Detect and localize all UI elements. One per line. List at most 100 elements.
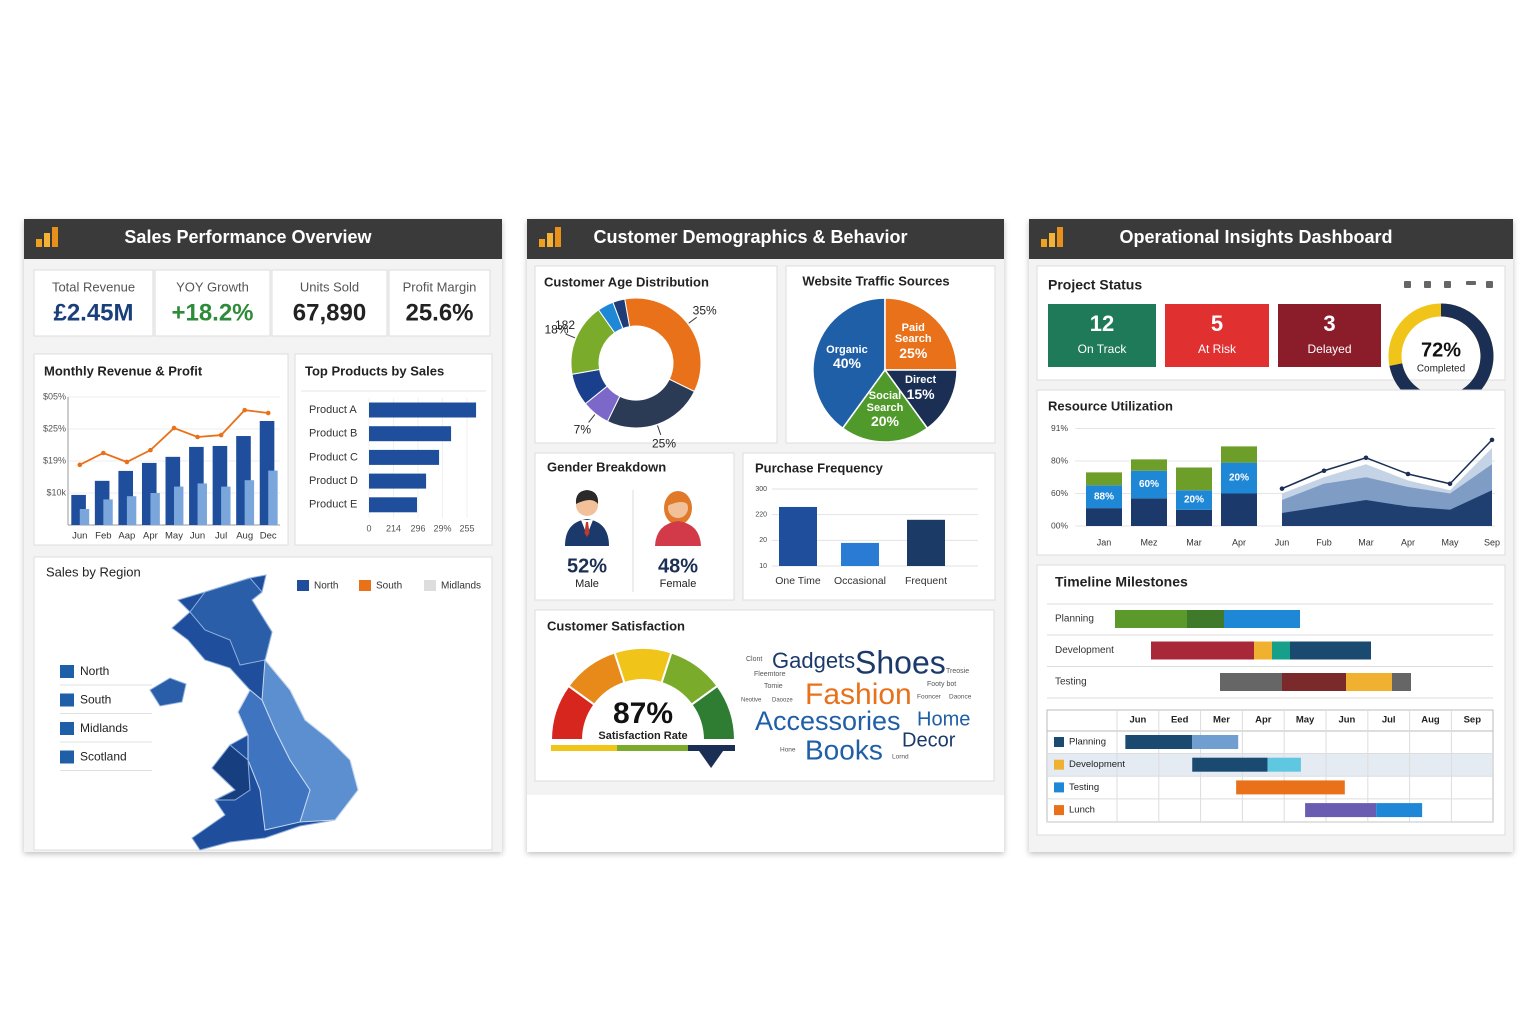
legend-swatch [359, 580, 371, 591]
toolbar-icon [1424, 281, 1431, 288]
gender-value: 52% [567, 555, 607, 577]
card [534, 452, 735, 601]
month-label: Eed [1171, 715, 1189, 726]
y-tick-label: 00% [1051, 520, 1068, 530]
leader-line [588, 414, 596, 423]
x-tick-label: Apr [1401, 537, 1415, 547]
region-label: Scotland [80, 750, 127, 764]
status-label: At Risk [1198, 342, 1237, 356]
month-label: Aug [1421, 715, 1440, 726]
area [1282, 490, 1492, 526]
bar-segment [1221, 462, 1257, 494]
gauge-band [690, 684, 737, 741]
male-tie [584, 522, 590, 537]
word-cloud-word: Clont [746, 656, 762, 663]
x-tick-label: May [165, 531, 183, 542]
word-cloud-word: Fleemtore [754, 671, 786, 678]
line-point [1279, 486, 1285, 491]
bar-segment [1086, 485, 1122, 509]
chart-title: Project Status [1048, 277, 1142, 293]
card [388, 269, 491, 337]
timeline-segment [1187, 610, 1224, 628]
y-tick-label: $05% [43, 391, 66, 401]
donut-segment [624, 297, 702, 393]
line-point [195, 434, 200, 440]
female-fringe [667, 493, 690, 506]
row-swatch [1054, 737, 1064, 747]
card [154, 269, 271, 337]
data-label: 7% [574, 422, 592, 436]
toolbar-icon [1466, 281, 1476, 285]
word-cloud-word: Home [917, 708, 970, 730]
kpi-value: +18.2% [171, 299, 253, 326]
header-icon-bar [52, 227, 58, 247]
month-label: Mer [1213, 715, 1230, 726]
x-tick-label: Jun [190, 531, 205, 542]
panel-title: Operational Insights Dashboard [1119, 227, 1392, 247]
gender-value: 48% [658, 555, 698, 577]
bar [369, 497, 418, 513]
x-tick-label: 0 [366, 523, 371, 533]
y-tick-label: 10 [759, 563, 767, 570]
gauge-value: 87% [613, 697, 673, 730]
pie-slice [841, 368, 929, 443]
bar-annotation: 88% [1094, 491, 1114, 502]
word-cloud-word: Accessories [755, 706, 901, 736]
leader-line [657, 425, 662, 436]
pie-label: Direct 15% [887, 366, 955, 410]
line-point [1447, 481, 1453, 487]
category-label: Organic [826, 343, 868, 356]
line-point [1405, 471, 1411, 477]
bar [268, 470, 278, 525]
timeline-segment [1220, 673, 1282, 691]
header-icon-bar [1041, 239, 1047, 247]
bar-segment [1086, 472, 1122, 486]
bar-annotation: 20% [1229, 473, 1249, 484]
bar [369, 426, 452, 442]
data-label: 40% [832, 355, 861, 372]
row-label: Lunch [1069, 805, 1095, 816]
chart-title: Top Products by Sales [305, 363, 444, 378]
bar-annotation: 20% [1184, 495, 1204, 506]
word-cloud-word: Fooncer [917, 694, 942, 701]
bar [244, 480, 255, 525]
category-label: Direct [905, 374, 937, 387]
x-tick-label: Apr [143, 531, 158, 542]
header-icon-bar [36, 239, 42, 247]
timeline-segment [1254, 641, 1272, 660]
line-point [101, 450, 106, 456]
x-tick-label: Mez [1140, 537, 1158, 547]
bar [221, 486, 231, 525]
x-tick-label: 296 [410, 523, 425, 533]
month-label: Jun [1338, 715, 1355, 726]
donut-label: Completed [1417, 364, 1465, 375]
bar-segment [1131, 459, 1167, 471]
status-count: 5 [1211, 311, 1223, 336]
line-point [242, 407, 247, 413]
card [271, 269, 388, 337]
word-cloud-word: Tomie [764, 683, 783, 690]
row-swatch [1054, 805, 1064, 816]
toolbar-icon [1404, 281, 1411, 288]
pie-label: Social Search 20% [851, 388, 919, 432]
timeline-segment [1290, 641, 1371, 660]
bar [779, 506, 817, 566]
status-label: On Track [1078, 342, 1128, 356]
bar [126, 496, 137, 525]
leader-line [688, 316, 697, 324]
panel-header [24, 219, 502, 259]
map-ni [149, 677, 187, 707]
x-tick-label: Apr [1232, 537, 1246, 547]
region-label: Midlands [80, 721, 128, 735]
gauge-label: Satisfaction Rate [598, 730, 687, 742]
region-label: South [80, 693, 111, 707]
pie-slice [883, 369, 958, 430]
row-swatch [1054, 759, 1064, 770]
chart-title: Timeline Milestones [1055, 574, 1188, 590]
line-point [148, 447, 153, 453]
timeline-segment [1115, 610, 1187, 628]
word-cloud-word: Books [805, 734, 883, 765]
panel-header [527, 219, 1004, 259]
data-label: 15% [906, 385, 935, 402]
